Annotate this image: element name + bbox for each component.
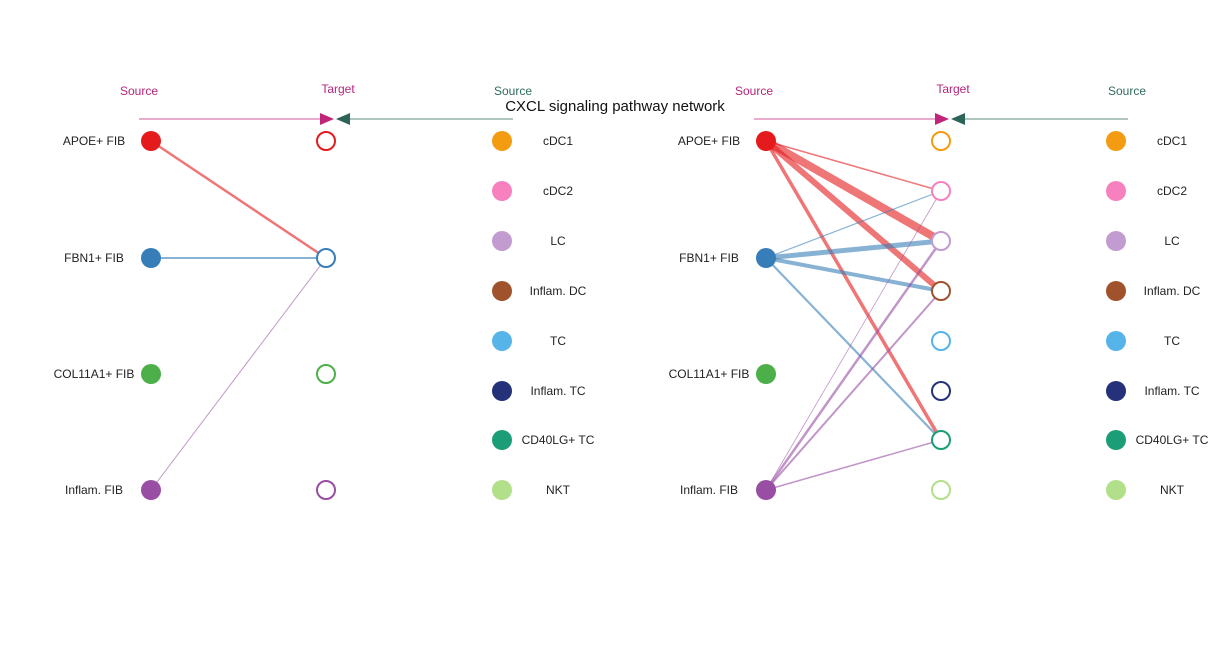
target-node-tc	[931, 331, 951, 351]
receiver-node-cdc2	[492, 181, 512, 201]
target-node-cdc1	[931, 131, 951, 151]
edge-inflam-fib-to-inflam-dc	[765, 290, 942, 491]
source-label-fbn1-fib: FBN1+ FIB	[64, 251, 124, 265]
receiver-label-cdc2: cDC2	[1157, 184, 1187, 198]
right-network-panel: Source Target Source APOE+ FIB FBN1+ FIB COL1…	[669, 82, 1209, 500]
receiver-label-inflam-dc: Inflam. DC	[1144, 284, 1201, 298]
source-label-inflam-fib: Inflam. FIB	[65, 483, 123, 497]
target-node-cdc2	[931, 181, 951, 201]
source-label-col11a1-fib: COL11A1+ FIB	[669, 367, 750, 381]
header-source-left: Source	[735, 84, 773, 98]
source-label-apoe-fib: APOE+ FIB	[678, 134, 740, 148]
receiver-node-cdc1	[1106, 131, 1126, 151]
receiver-label-cdc2: cDC2	[543, 184, 573, 198]
receiver-label-nkt: NKT	[1160, 483, 1185, 497]
receiver-node-lc	[492, 231, 512, 251]
edge-apoe-fib-to-cd40lg-tc	[764, 139, 943, 442]
receiver-label-cd40lg-tc: CD40LG+ TC	[522, 433, 595, 447]
receiver-node-cdc1	[492, 131, 512, 151]
source-node-apoe-fib	[141, 131, 161, 151]
header-source-right: Source	[494, 84, 532, 98]
source-node-col11a1-fib	[756, 364, 776, 384]
receiver-label-cd40lg-tc: CD40LG+ TC	[1136, 433, 1209, 447]
header-target: Target	[936, 82, 970, 96]
header-right-arrowhead	[336, 113, 350, 125]
receiver-node-inflam-tc	[1106, 381, 1126, 401]
source-node-inflam-fib	[756, 480, 776, 500]
target-node-cd40lg-tc	[931, 430, 951, 450]
edge-apoe-fib-to-cdc2	[765, 140, 942, 192]
edge-inflam-fib-to-cd40lg-tc	[765, 439, 942, 491]
receiver-node-cd40lg-tc	[1106, 430, 1126, 450]
receiver-node-inflam-tc	[492, 381, 512, 401]
target-node-apoe-fib	[316, 131, 336, 151]
receiver-node-cd40lg-tc	[492, 430, 512, 450]
source-node-fbn1-fib	[756, 248, 776, 268]
receiver-label-cdc1: cDC1	[543, 134, 573, 148]
target-node-inflam-fib	[316, 480, 336, 500]
edge-apoe-fib-to-lc	[762, 137, 945, 245]
receiver-label-tc: TC	[550, 334, 566, 348]
receiver-label-tc: TC	[1164, 334, 1180, 348]
target-node-inflam-dc	[931, 281, 951, 301]
source-label-inflam-fib: Inflam. FIB	[680, 483, 738, 497]
target-node-nkt	[931, 480, 951, 500]
receiver-label-lc: LC	[550, 234, 566, 248]
edges	[149, 139, 328, 491]
receiver-node-cdc2	[1106, 181, 1126, 201]
source-node-apoe-fib	[756, 131, 776, 151]
header-right-arrowhead	[951, 113, 965, 125]
source-node-inflam-fib	[141, 480, 161, 500]
receiver-node-lc	[1106, 231, 1126, 251]
receiver-label-inflam-tc: Inflam. TC	[530, 384, 585, 398]
receiver-node-nkt	[492, 480, 512, 500]
edge-apoe-fib-to-fbn1-fib	[149, 139, 328, 260]
receiver-label-inflam-dc: Inflam. DC	[530, 284, 587, 298]
receiver-node-tc	[1106, 331, 1126, 351]
receiver-label-nkt: NKT	[546, 483, 571, 497]
receiver-label-cdc1: cDC1	[1157, 134, 1187, 148]
target-node-inflam-tc	[931, 381, 951, 401]
receiver-node-inflam-dc	[492, 281, 512, 301]
source-node-col11a1-fib	[141, 364, 161, 384]
edge-fbn1-fib-to-inflam-dc	[764, 256, 943, 293]
header-left-arrowhead	[935, 113, 949, 125]
edge-fbn1-fib-to-lc	[763, 238, 944, 261]
left-network-panel: Source Target Source APOE+ FIB FBN1+ FIB COL1…	[54, 82, 595, 500]
edge-apoe-fib-to-inflam-dc	[763, 138, 944, 294]
receiver-label-lc: LC	[1164, 234, 1180, 248]
header-left-arrowhead	[320, 113, 334, 125]
header-source-right: Source	[1108, 84, 1146, 98]
receiver-node-tc	[492, 331, 512, 351]
receiver-node-inflam-dc	[1106, 281, 1126, 301]
edge-inflam-fib-to-fbn1-fib	[150, 257, 327, 491]
receiver-label-inflam-tc: Inflam. TC	[1144, 384, 1199, 398]
edge-fbn1-fib-to-cdc2	[765, 190, 942, 259]
header-target: Target	[321, 82, 355, 96]
target-node-fbn1-fib	[316, 248, 336, 268]
source-label-apoe-fib: APOE+ FIB	[63, 134, 125, 148]
target-node-lc	[931, 231, 951, 251]
edge-inflam-fib-to-lc	[764, 239, 943, 492]
edges	[762, 137, 945, 492]
figure-title: CXCL signaling pathway network	[505, 98, 725, 115]
source-label-col11a1-fib: COL11A1+ FIB	[54, 367, 135, 381]
source-label-fbn1-fib: FBN1+ FIB	[679, 251, 739, 265]
target-node-col11a1-fib	[316, 364, 336, 384]
edge-fbn1-fib-to-cd40lg-tc	[764, 256, 943, 442]
receiver-node-nkt	[1106, 480, 1126, 500]
source-node-fbn1-fib	[141, 248, 161, 268]
header-source-left: Source	[120, 84, 158, 98]
edge-inflam-fib-to-cdc2	[765, 190, 942, 491]
